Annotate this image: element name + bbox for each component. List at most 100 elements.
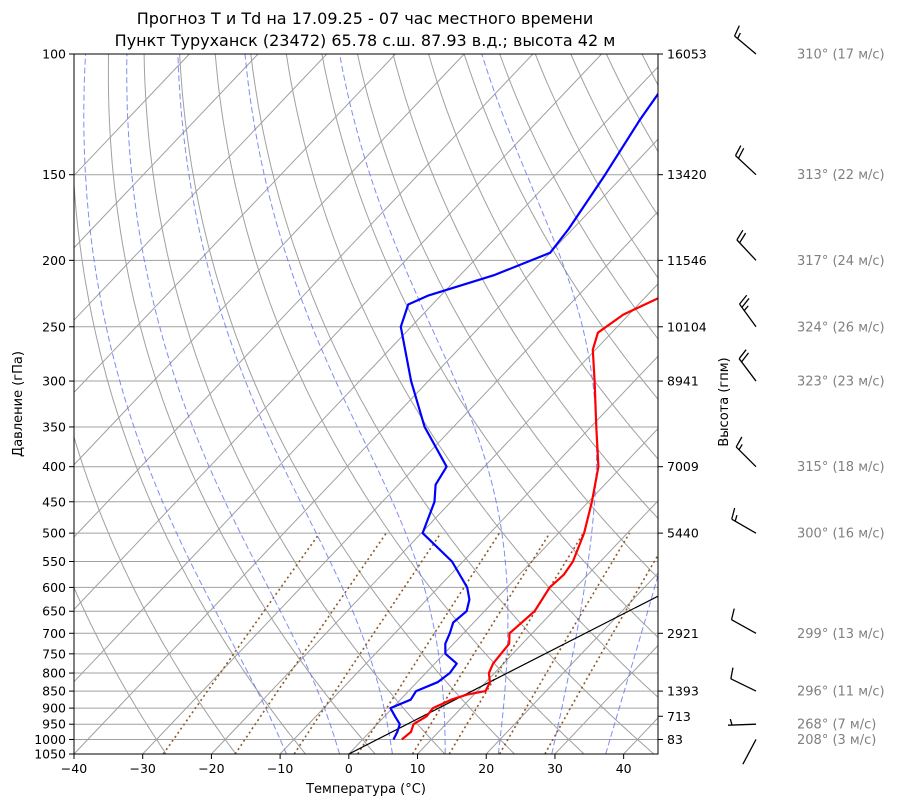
wind-barb (730, 608, 757, 634)
y-tick-label: 800 (42, 666, 66, 681)
moist-adiabat (605, 573, 658, 754)
wind-barb-shaft (727, 723, 757, 726)
isotherm-line (74, 54, 465, 466)
dry-adiabat (74, 586, 167, 754)
x-tick-label: −10 (267, 761, 293, 776)
wind-barb-shaft (742, 739, 757, 765)
height-tick-label: 83 (667, 732, 683, 747)
wind-barb-shaft (735, 446, 757, 468)
dry-adiabat (784, 54, 900, 754)
isotherm-line (211, 283, 658, 754)
y-tick-label: 600 (42, 580, 66, 595)
chart-title: Прогноз T и Td на 17.09.25 - 07 час мест… (137, 9, 593, 28)
wind-barb (734, 145, 757, 176)
dry-adiabat (143, 54, 446, 754)
moist-adiabat (481, 54, 598, 754)
height-tick-label: 2921 (667, 626, 699, 641)
y-tick-label: 700 (42, 626, 66, 641)
moist-adiabat (126, 54, 341, 754)
wind-barb-flag (735, 436, 743, 448)
dry-adiabat (428, 54, 658, 460)
wind-label: 310° (17 м/с) (797, 48, 885, 63)
y-axis-label: Давление (гПа) (11, 351, 26, 457)
moist-adiabat (83, 54, 287, 754)
height-tick-label: 11546 (667, 253, 707, 268)
wind-barb-shaft (731, 619, 757, 634)
dry-adiabat (463, 54, 658, 400)
height-tick-label: 7009 (667, 459, 699, 474)
y-tick-label: 400 (42, 459, 66, 474)
wind-barb-flag (737, 147, 745, 159)
height-tick-label: 13420 (667, 167, 707, 182)
temperature-line (401, 297, 658, 741)
dry-adiabat (179, 54, 515, 754)
wind-barb-shaft (735, 155, 757, 176)
wind-barb-flag (733, 25, 740, 37)
wind-barb (735, 436, 757, 468)
y-tick-label: 500 (42, 526, 66, 541)
x-tick-label: −20 (198, 761, 224, 776)
mixing-ratio-line (234, 532, 387, 754)
y-tick-label: 150 (42, 167, 66, 182)
moist-adiabat (177, 54, 393, 754)
wind-barb-flag (734, 145, 742, 156)
wind-label: 268° (7 м/с) (797, 718, 876, 733)
dry-adiabat (678, 54, 900, 754)
dry-adiabat (214, 54, 585, 754)
wind-barb (733, 25, 757, 55)
y-tick-label: 300 (42, 374, 66, 389)
mixing-ratio-line (411, 532, 551, 754)
isotherm-line (74, 66, 658, 683)
plot-frame (73, 53, 659, 755)
wind-barb-flag (731, 507, 736, 520)
x-tick-label: −40 (61, 761, 87, 776)
wind-label: 315° (18 м/с) (797, 460, 885, 475)
wind-barb (739, 294, 757, 328)
dry-adiabat (74, 435, 237, 754)
height-tick-label: 713 (667, 709, 691, 724)
y2-axis-label: Высота (гпм) (717, 357, 732, 446)
dry-adiabat (749, 54, 900, 754)
wind-barb-half-flag (743, 305, 749, 312)
dry-adiabat (392, 54, 658, 520)
wind-label: 323° (23 м/с) (797, 375, 885, 390)
isotherm-line (74, 54, 328, 321)
wind-barb-shaft (731, 518, 757, 534)
mixing-ratio-line (544, 553, 658, 754)
x-tick-label: 0 (345, 761, 353, 776)
x-axis-label: Температура (°C) (305, 782, 426, 797)
x-tick-label: 20 (478, 761, 494, 776)
y-tick-label: 200 (42, 253, 66, 268)
y-tick-label: 900 (42, 701, 66, 716)
x-tick-label: 10 (410, 761, 426, 776)
wind-barb (730, 667, 757, 692)
series-layer (348, 92, 658, 754)
wind-barb-flag (738, 349, 747, 360)
y-tick-label: 650 (42, 604, 66, 619)
wind-barb-half-flag (738, 444, 743, 451)
x-tick-label: 40 (616, 761, 632, 776)
wind-barb-flag (736, 229, 744, 241)
dry-adiabat (570, 54, 658, 217)
isotherm-line (74, 138, 658, 754)
isotherm-line (74, 54, 534, 538)
mixing-ratio-line (162, 532, 321, 754)
moist-adiabat (339, 54, 509, 754)
height-tick-label: 1393 (667, 684, 699, 699)
dry-adiabat (74, 177, 306, 754)
isotherm-line (485, 572, 658, 754)
wind-barb (731, 507, 757, 534)
wind-barb-flag (730, 608, 735, 620)
dry-adiabat (641, 54, 658, 87)
mixing-ratio-line (448, 532, 585, 754)
y-tick-label: 950 (42, 717, 66, 732)
wind-barb-half-flag (737, 32, 741, 39)
y-tick-label: 850 (42, 684, 66, 699)
wind-label: 313° (22 м/с) (797, 168, 885, 183)
y-tick-label: 250 (42, 319, 66, 334)
x-tick-label: −30 (130, 761, 156, 776)
wind-barb (738, 349, 757, 382)
reference-line (348, 595, 658, 754)
